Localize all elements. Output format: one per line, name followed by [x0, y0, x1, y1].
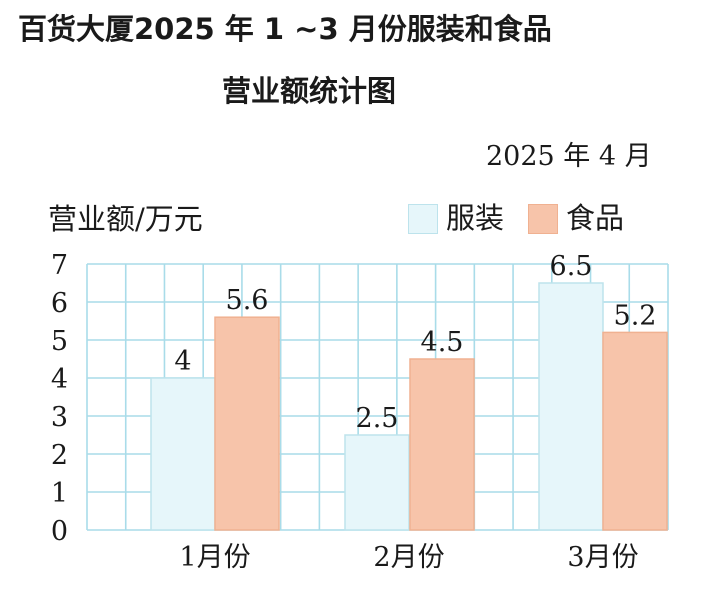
data-label: 5.6 [226, 285, 269, 316]
legend-swatch-food [528, 204, 558, 234]
y-axis-label: 营业额/万元 [48, 202, 203, 236]
chart-title-line2: 营业额统计图 [222, 74, 397, 108]
data-label: 5.2 [614, 300, 657, 331]
bar-clothing [344, 434, 410, 531]
y-tick-label: 3 [51, 402, 68, 433]
bar-food [409, 358, 475, 531]
y-tick-label: 2 [51, 440, 68, 471]
y-tick-label: 6 [51, 288, 68, 319]
legend-label-food: 食品 [566, 201, 625, 235]
bar-food [214, 316, 280, 531]
data-label: 4 [174, 346, 191, 377]
x-tick-label: 3月份 [567, 542, 638, 573]
legend-swatch-clothing [408, 204, 438, 234]
data-label: 6.5 [550, 251, 593, 282]
y-tick-label: 7 [51, 250, 68, 281]
y-tick-label: 1 [51, 478, 68, 509]
bar-clothing [538, 282, 604, 531]
data-label: 2.5 [356, 403, 399, 434]
data-label: 4.5 [421, 327, 464, 358]
date-label: 2025 年 4 月 [486, 141, 652, 172]
x-tick-label: 1月份 [179, 542, 250, 573]
bar-clothing [150, 377, 216, 531]
y-tick-label: 0 [51, 516, 68, 547]
y-tick-label: 5 [51, 326, 68, 357]
legend-label-clothing: 服装 [446, 201, 505, 235]
chart-title-line1: 百货大厦2025 年 1 ~3 月份服装和食品 [18, 12, 552, 46]
x-tick-label: 2月份 [373, 542, 444, 573]
y-tick-label: 4 [51, 364, 68, 395]
bar-food [602, 331, 668, 531]
